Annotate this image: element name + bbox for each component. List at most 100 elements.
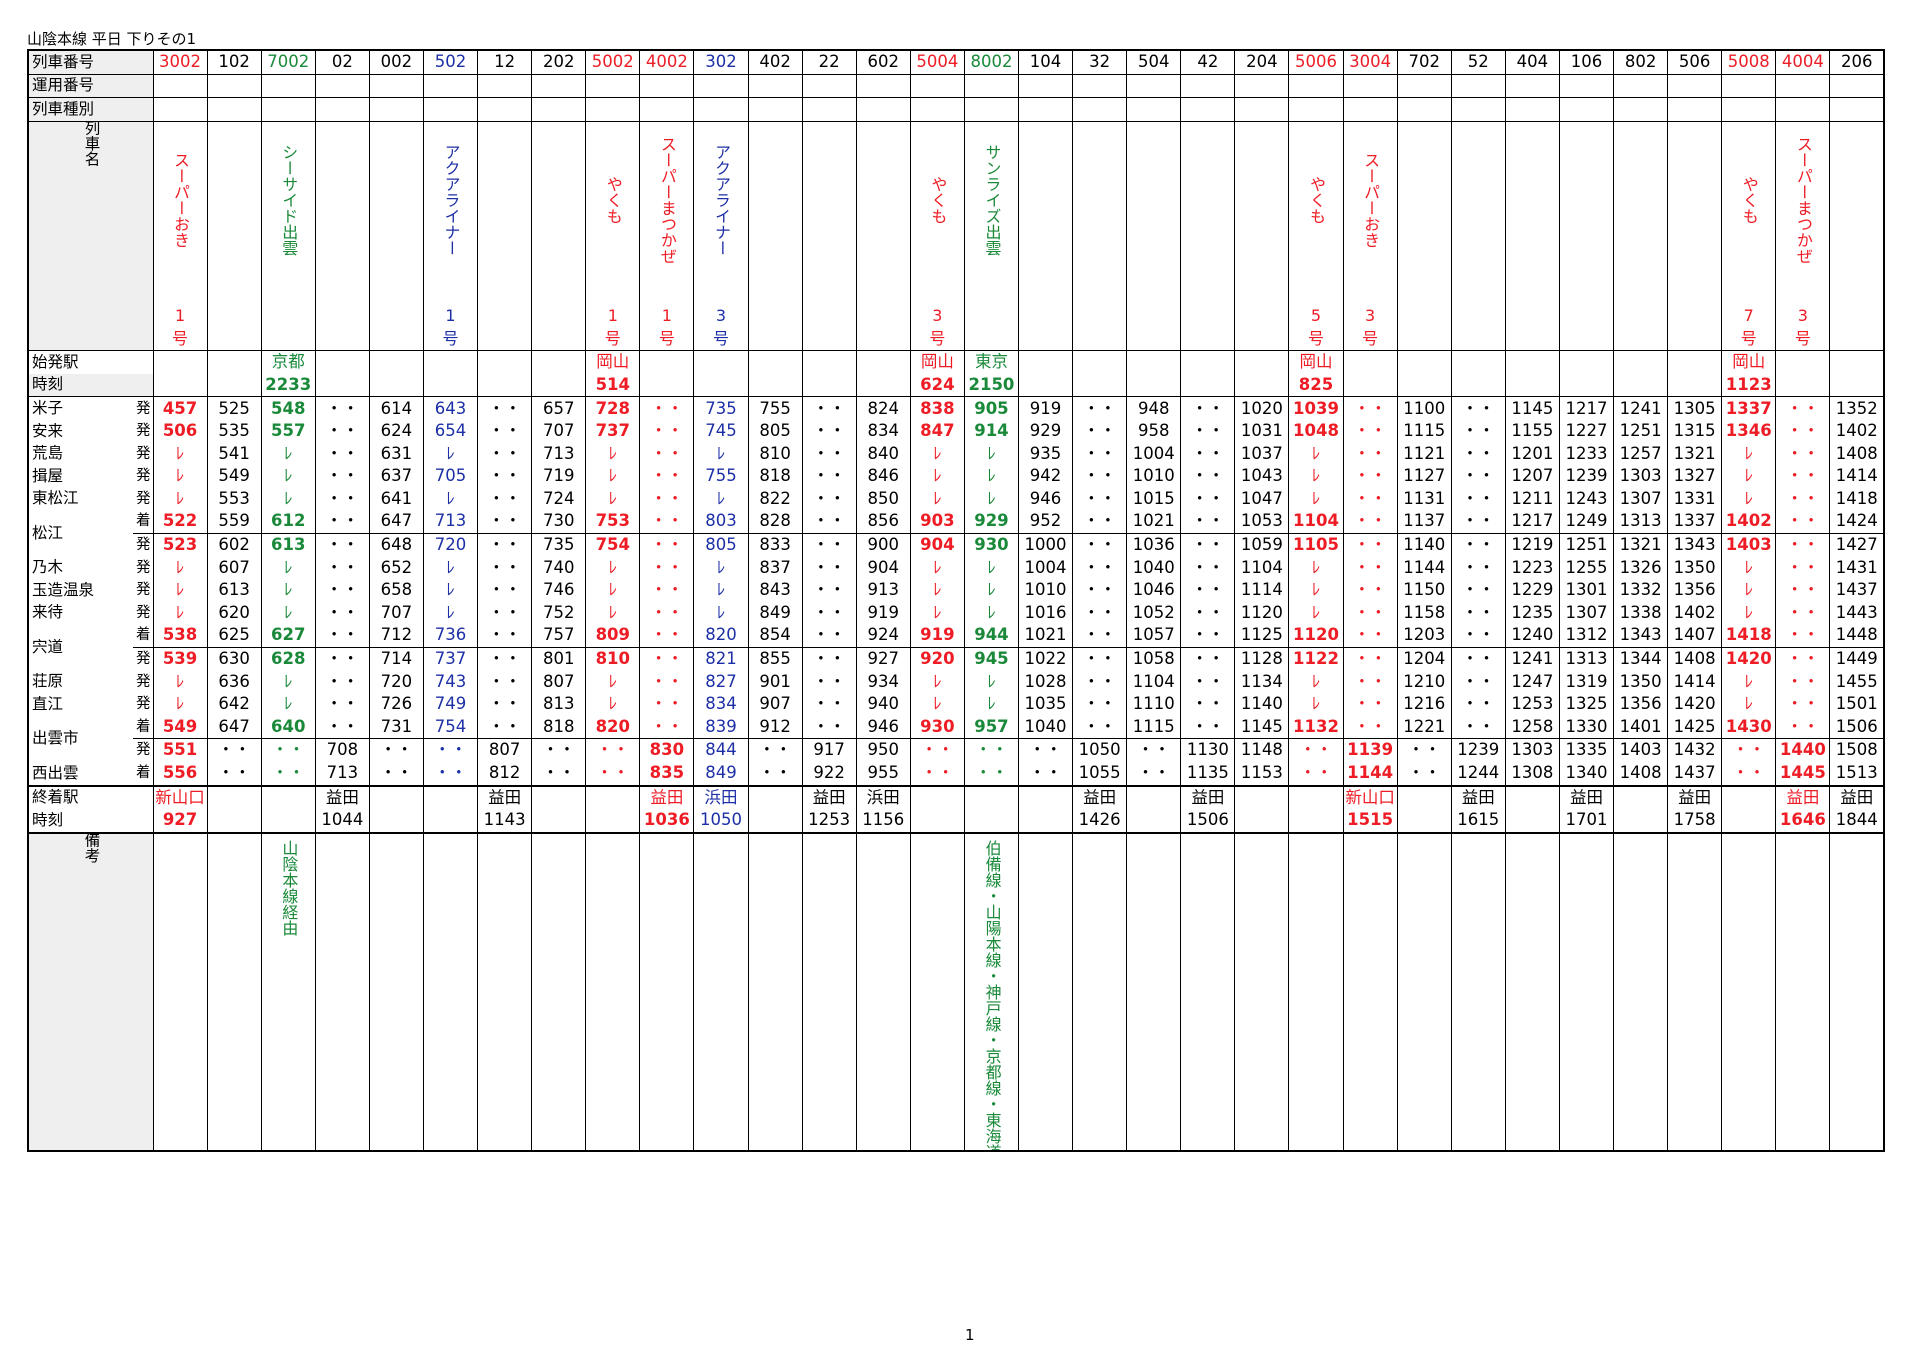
time-cell: 1437 [1667,761,1722,787]
station-name: 米子 [32,399,64,418]
train-type-cell [1234,97,1289,122]
origin-station [1558,350,1614,374]
time-cell: 1047 [1234,487,1289,511]
origin-time [477,373,532,398]
station-row: 発 551 ・・ ・・ 708 ・・ ・・ 807 ・・ ・・ 830 844 ・・ 917 950 ・・ ・・… [28,738,1884,762]
time-cell: 1039 [1288,396,1344,421]
time-cell: ・・ [1072,556,1127,580]
time-cell: 713 [422,510,478,534]
operation-number-cell [1558,74,1614,99]
time-cell: ・・ [801,556,857,580]
origin-time [1234,373,1289,398]
time-cell: 1127 [1396,465,1452,488]
station-row: 出雲市着 549 647 640 ・・ 731 754 ・・ 818 820 ・・ 839 912 ・・ 9… [28,715,1884,746]
time-cell: 728 [585,396,640,421]
time-cell: ・・ [1450,556,1506,580]
time-cell: ・・ [477,715,532,739]
time-cell: ・・ [1342,396,1398,421]
time-cell: 1402 [1721,510,1776,534]
train-name: シーサイド出雲 [279,143,299,256]
time-cell: ・・ [1775,442,1830,466]
origin-time [531,373,586,398]
time-cell: 904 [909,533,965,557]
time-cell: 1308 [1504,761,1560,787]
train-type-cell [639,97,694,122]
time-cell: ・・ [1775,601,1830,625]
time-cell: 1430 [1721,715,1776,739]
train-type-cell [963,97,1019,122]
train-number: 002 [368,50,424,75]
time-cell: ・・ [801,396,857,421]
station-name: 出雲市 [32,729,79,748]
time-cell: 1319 [1558,670,1614,694]
row-train-name: 列車名 スーパーおき 1 号シーサイド出雲 アクアライナー 1 号やくも 1 号スーパーまつかぜ… [28,121,1884,352]
time-cell: ・・ [1450,601,1506,625]
train-name-cell: スーパーまつかぜ 3 号 [1775,121,1830,352]
time-cell: 1203 [1396,624,1452,648]
time-cell: ・・ [206,761,262,787]
dest-time: 1506 [1180,809,1235,834]
time-cell: 914 [963,420,1019,443]
time-cell: 1418 [1829,487,1884,511]
time-cell: ・・ [801,579,857,602]
dest-station: 益田 [1180,785,1235,810]
time-cell: 1326 [1613,556,1668,580]
time-cell: 720 [422,533,478,557]
row-remarks: 備考 山陰本線経由 伯備線・山陽本線・神戸線・京都線・東海道本線経由 [28,832,1884,1151]
dest-station: 益田 [477,785,532,810]
time-cell: 919 [909,624,965,648]
train-number: 5008 [1721,50,1776,75]
time-cell: 1010 [1126,465,1181,488]
time-cell: 1437 [1829,579,1884,602]
time-cell: 1036 [1126,533,1181,557]
time-cell: ・・ [963,761,1019,787]
time-cell: 944 [963,624,1019,648]
remarks-cell [1180,832,1235,1151]
time-cell: ・・ [1180,465,1235,488]
origin-station [477,350,532,374]
train-car-number [749,304,802,327]
origin-station [1234,350,1289,374]
time-cell: ﾚ [260,601,316,625]
time-cell: 538 [152,624,208,648]
time-cell: 1331 [1667,487,1722,511]
operation-number-cell [1396,74,1452,99]
time-cell: ・・ [639,693,694,716]
time-cell: 1053 [1234,510,1289,534]
train-number: 602 [855,50,911,75]
time-cell: 541 [206,442,262,466]
time-cell: 929 [963,510,1019,534]
train-car-number [1182,304,1235,327]
arr-dep-mark: 発 [133,533,154,557]
remarks-cell [1667,832,1722,1151]
train-name-cell: シーサイド出雲 [260,121,316,352]
time-cell: ・・ [1342,465,1398,488]
operation-number-cell [477,74,532,99]
dest-time [585,809,640,834]
time-cell: 1153 [1234,761,1289,787]
time-cell: 810 [585,646,640,671]
remarks-cell [585,832,640,1151]
time-cell: ﾚ [152,487,208,511]
operation-number-cell [1829,74,1884,99]
time-cell: ﾚ [693,442,749,466]
time-cell: 506 [152,420,208,443]
train-number: 7002 [260,50,316,75]
arr-dep-mark: 発 [133,420,154,443]
origin-station: 岡山 [1288,350,1344,374]
time-cell: 1508 [1829,738,1884,762]
time-cell: 1233 [1558,442,1614,466]
time-cell: 1104 [1234,556,1289,580]
time-cell: ・・ [1342,556,1398,580]
time-cell: 1043 [1234,465,1289,488]
operation-number-cell [1180,74,1235,99]
dest-time [963,809,1019,834]
origin-station: 岡山 [909,350,965,374]
time-cell: 1240 [1504,624,1560,648]
time-cell: 1337 [1667,510,1722,534]
train-number: 8002 [963,50,1019,75]
time-cell: 849 [693,761,749,787]
time-cell: 805 [693,533,749,557]
remarks-cell [1504,832,1560,1151]
train-name-cell [1072,121,1127,352]
